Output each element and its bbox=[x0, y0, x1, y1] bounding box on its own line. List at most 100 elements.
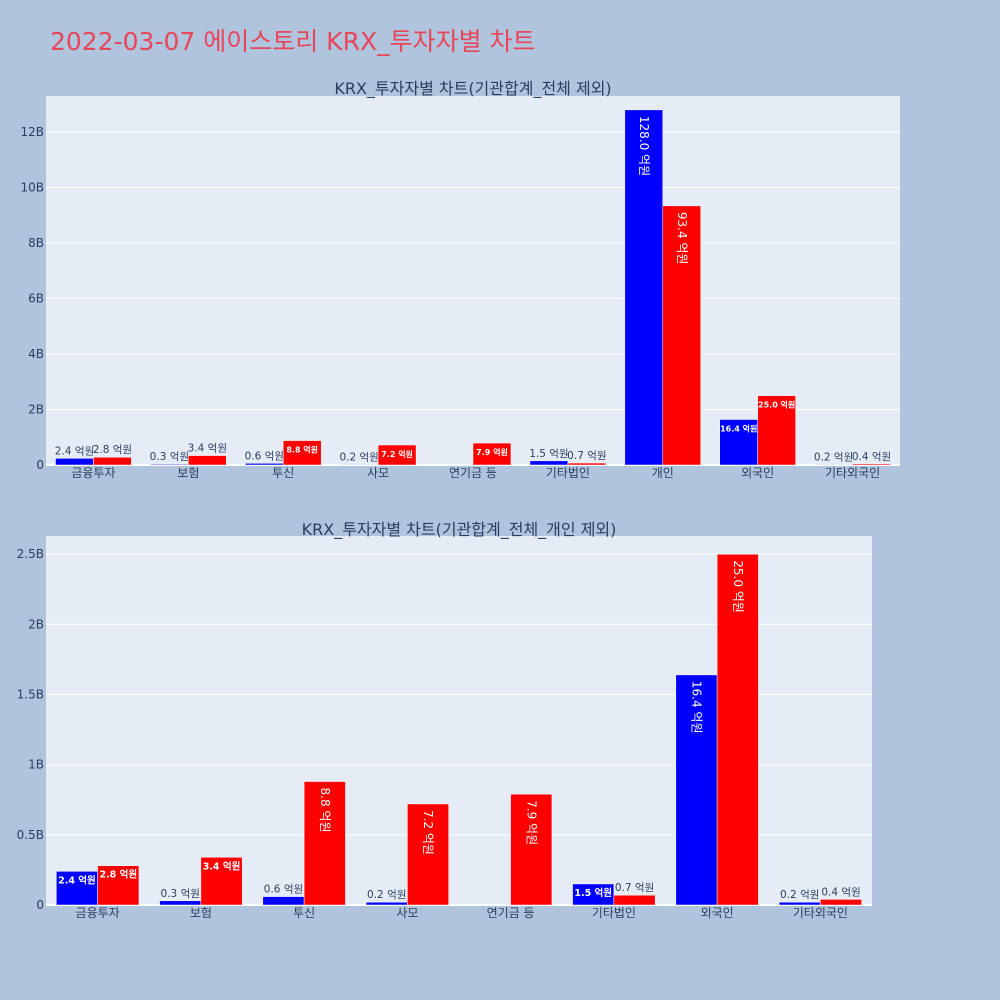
bar-value-label: 3.4 억원 bbox=[188, 443, 227, 455]
buy-bar bbox=[814, 464, 853, 466]
y-tick-label: 12B bbox=[20, 125, 44, 139]
y-tick-label: 2.5B bbox=[17, 547, 44, 561]
bar-value-label: 128.0 억원 bbox=[637, 116, 651, 176]
bar-value-label: 0.2 억원 bbox=[367, 889, 406, 901]
x-tick-label: 기타법인 bbox=[592, 906, 636, 920]
bar-value-label: 0.2 억원 bbox=[339, 451, 378, 463]
bar-value-label: 0.2 억원 bbox=[814, 451, 853, 463]
bar-value-label: 1.5 억원 bbox=[574, 887, 612, 899]
page-title: 2022-03-07 에이스토리 KRX_투자자별 차트 bbox=[50, 27, 536, 56]
y-tick-label: 0 bbox=[36, 458, 44, 472]
bar-value-label: 7.2 억원 bbox=[381, 449, 413, 459]
x-tick-label: 외국인 bbox=[741, 466, 774, 480]
x-tick-label: 투신 bbox=[272, 466, 294, 480]
bar-value-label: 0.7 억원 bbox=[615, 882, 654, 894]
bar-value-label: 25.0 억원 bbox=[758, 400, 795, 410]
chart-title: KRX_투자자별 차트(기관합계_전체 제외) bbox=[334, 79, 611, 99]
bar-value-label: 7.9 억원 bbox=[476, 447, 508, 457]
sell-bar bbox=[93, 456, 132, 466]
buy-bar bbox=[719, 419, 758, 466]
sell-bar bbox=[472, 442, 512, 466]
bar-value-label: 8.8 억원 bbox=[318, 788, 332, 833]
buy-bar bbox=[55, 458, 94, 466]
sell-bar bbox=[662, 205, 701, 466]
x-tick-label: 기타법인 bbox=[546, 466, 590, 480]
y-tick-label: 0 bbox=[36, 898, 44, 912]
buy-bar bbox=[339, 464, 379, 466]
bar-value-label: 2.4 억원 bbox=[58, 874, 96, 886]
y-tick-label: 2B bbox=[28, 617, 44, 631]
bar-value-label: 0.4 억원 bbox=[852, 451, 891, 463]
bar-value-label: 3.4 억원 bbox=[203, 860, 241, 872]
buy-bar bbox=[529, 460, 569, 466]
x-tick-label: 사모 bbox=[396, 906, 418, 920]
sell-bar bbox=[852, 463, 891, 466]
chart-title: KRX_투자자별 차트(기관합계_전체_개인 제외) bbox=[302, 520, 617, 540]
x-tick-label: 개인 bbox=[652, 466, 674, 480]
bar-value-label: 0.4 억원 bbox=[821, 886, 860, 898]
buy-bar bbox=[245, 463, 284, 466]
y-tick-label: 10B bbox=[20, 181, 44, 195]
buy-bar bbox=[365, 901, 408, 906]
x-tick-label: 보험 bbox=[190, 906, 212, 920]
x-tick-label: 연기금 등 bbox=[449, 466, 497, 480]
y-tick-label: 6B bbox=[28, 292, 44, 306]
chart-2: 0 0.5B 1B 1.5B 2B 2.5B KRX_투자자별 차트(기관합계_전체_개인 … bbox=[17, 520, 872, 920]
buy-bar bbox=[572, 883, 615, 906]
bar-value-label: 2.8 억원 bbox=[99, 869, 137, 881]
buy-bar bbox=[262, 896, 305, 906]
buy-bar bbox=[56, 871, 98, 906]
buy-bar bbox=[675, 674, 718, 906]
sell-bar bbox=[97, 865, 140, 906]
buy-bar bbox=[624, 109, 664, 466]
x-tick-label: 금융투자 bbox=[76, 906, 120, 920]
x-tick-label: 기타외국인 bbox=[825, 466, 880, 480]
x-tick-label: 사모 bbox=[367, 466, 389, 480]
bar-value-label: 16.4 억원 bbox=[689, 681, 703, 734]
sell-bar bbox=[820, 899, 862, 906]
bar-value-label: 2.8 억원 bbox=[93, 444, 132, 456]
x-tick-label: 투신 bbox=[293, 906, 315, 920]
y-tick-label: 4B bbox=[28, 347, 44, 361]
sell-bar bbox=[303, 781, 346, 906]
sell-bar bbox=[188, 455, 227, 466]
bar-value-label: 7.9 억원 bbox=[524, 800, 538, 845]
bar-value-label: 1.5 억원 bbox=[529, 448, 568, 460]
bar-value-label: 0.3 억원 bbox=[150, 451, 189, 463]
bar-value-label: 0.3 억원 bbox=[161, 888, 200, 900]
buy-bar bbox=[150, 463, 189, 466]
buy-bar bbox=[778, 901, 821, 906]
y-tick-label: 2B bbox=[28, 403, 44, 417]
sell-bar bbox=[613, 894, 656, 906]
sell-bar bbox=[510, 793, 553, 906]
bar-value-label: 0.6 억원 bbox=[245, 450, 284, 462]
sell-bar bbox=[757, 395, 796, 466]
sell-bar bbox=[282, 440, 322, 466]
bar-value-label: 8.8 억원 bbox=[286, 445, 318, 455]
y-tick-label: 0.5B bbox=[17, 828, 44, 842]
x-tick-label: 보험 bbox=[177, 466, 199, 480]
bar-value-label: 25.0 억원 bbox=[731, 560, 745, 613]
x-tick-label: 연기금 등 bbox=[487, 906, 535, 920]
y-tick-label: 8B bbox=[28, 236, 44, 250]
x-tick-label: 기타외국인 bbox=[793, 906, 848, 920]
buy-bar bbox=[159, 900, 202, 906]
sell-bar bbox=[567, 462, 607, 466]
y-tick-label: 1.5B bbox=[17, 688, 44, 702]
bar-value-label: 2.4 억원 bbox=[55, 445, 94, 457]
y-tick-label: 1B bbox=[28, 758, 44, 772]
sell-bar bbox=[407, 803, 449, 906]
sell-bar bbox=[377, 444, 417, 466]
chart-1: 0 2B 4B 6B 8B 10B 12B KRX_투자자별 차트(기관합계_전체 제외) 금융… bbox=[20, 79, 900, 480]
bar-value-label: 16.4 억원 bbox=[720, 423, 757, 433]
bar-value-label: 0.6 억원 bbox=[264, 884, 303, 896]
bar-value-label: 0.7 억원 bbox=[567, 450, 606, 462]
bar-value-label: 0.2 억원 bbox=[780, 889, 819, 901]
sell-bar bbox=[716, 553, 759, 906]
bar-value-label: 93.4 억원 bbox=[675, 212, 689, 265]
bar-value-label: 7.2 억원 bbox=[421, 810, 435, 855]
sell-bar bbox=[200, 857, 243, 906]
x-tick-label: 금융투자 bbox=[71, 466, 115, 480]
x-tick-label: 외국인 bbox=[701, 906, 734, 920]
